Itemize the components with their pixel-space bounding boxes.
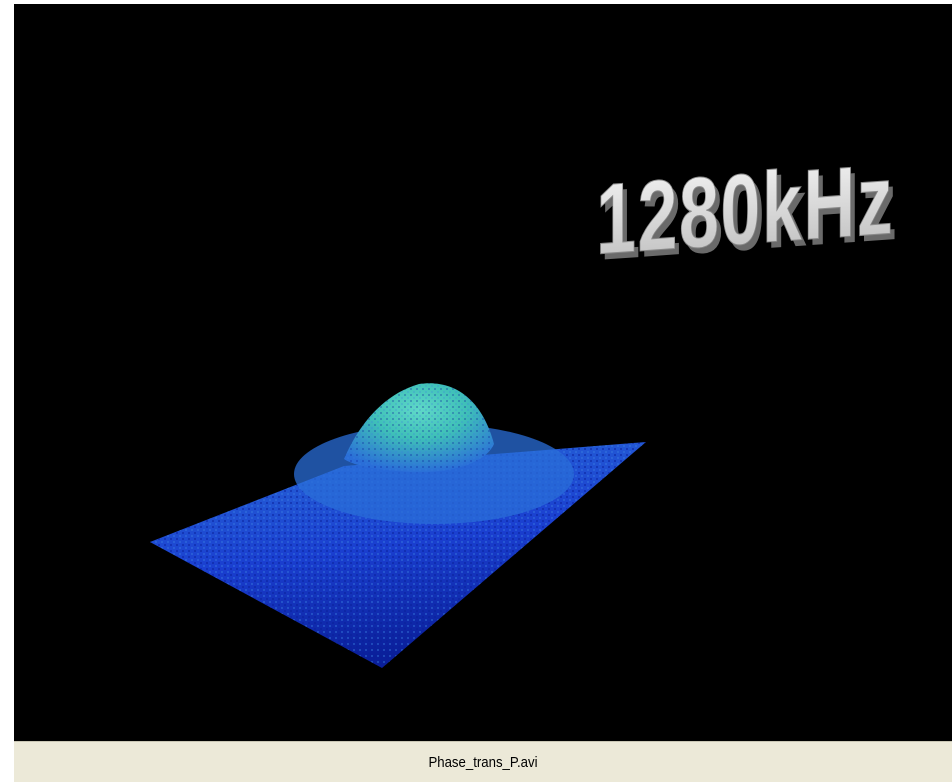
frequency-text-shadow: 1280kHz — [600, 149, 898, 281]
surface-plot — [150, 383, 646, 668]
surface-peak-texture — [344, 383, 494, 473]
video-display[interactable]: 1280kHz 1280kHz — [14, 4, 952, 741]
filename-label: Phase_trans_P.avi — [428, 753, 538, 771]
status-bar: Phase_trans_P.avi — [14, 741, 952, 782]
frequency-text: 1280kHz — [596, 144, 894, 276]
video-frame: 1280kHz 1280kHz — [150, 143, 899, 668]
frequency-overlay: 1280kHz 1280kHz — [596, 143, 899, 281]
